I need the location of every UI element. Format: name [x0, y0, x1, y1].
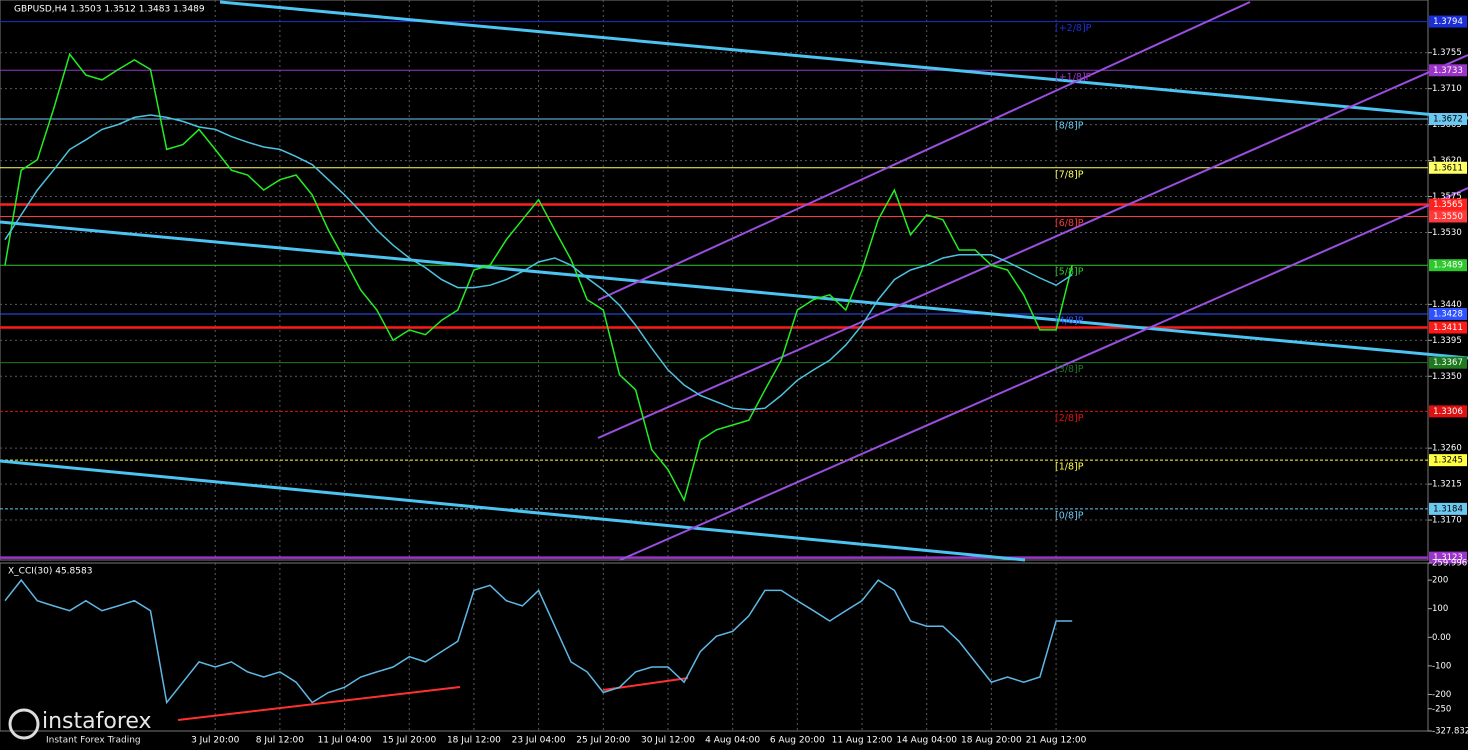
y-tick-label: 1.3395	[1432, 336, 1462, 346]
x-tick-label: 11 Aug 12:00	[832, 736, 893, 746]
level-label-box	[1429, 210, 1467, 223]
series-line	[4, 52, 1073, 503]
y-tick-label: -327.832	[1432, 727, 1468, 737]
trend-line	[219, 0, 1468, 120]
level-label-box	[1429, 198, 1467, 211]
level-label-box	[1429, 113, 1467, 126]
series-line	[4, 578, 1073, 705]
y-tick-label: -250	[1432, 704, 1451, 714]
trend-line	[0, 220, 1468, 360]
level-label: 1.3550	[1433, 212, 1463, 222]
divergence-line	[177, 686, 461, 721]
y-tick-label: 1.3260	[1432, 444, 1462, 454]
level-tag: [1/8]P	[1055, 462, 1084, 473]
level-tag: [7/8]P	[1055, 169, 1084, 180]
level-label: 1.3489	[1433, 261, 1463, 271]
trend-lines	[0, 0, 1468, 721]
brand-slogan: Instant Forex Trading	[46, 736, 141, 746]
level-label: 1.3428	[1433, 309, 1463, 319]
y-tick-label: 0.00	[1432, 633, 1451, 643]
y-tick-label: 1.3575	[1432, 192, 1462, 202]
level-label-box	[1429, 405, 1467, 418]
y-tick-label: 1.3665	[1432, 120, 1462, 130]
level-label: 1.3411	[1433, 323, 1463, 333]
level-tag: [+1/8]P	[1055, 72, 1092, 83]
trend-line	[0, 459, 1026, 562]
level-tag: [+2/8]P	[1055, 23, 1092, 34]
main-panel	[0, 0, 1429, 561]
level-tag: [0/8]P	[1055, 510, 1084, 521]
level-label: 1.3306	[1433, 407, 1463, 417]
level-label: 1.3123	[1433, 553, 1463, 563]
level-label: 1.3245	[1433, 456, 1463, 466]
y-tick-label: 259.9969	[1432, 559, 1468, 569]
level-tag: [6/8]P	[1055, 218, 1084, 229]
level-tag: [8/8]P	[1055, 121, 1084, 132]
logo: instaforex Instant Forex Trading	[8, 708, 152, 746]
series-line	[4, 114, 1073, 411]
brand-name: instaforex	[42, 709, 152, 734]
logo-icon	[8, 708, 40, 740]
x-tick-label: 6 Aug 20:00	[770, 736, 825, 746]
level-tag: [4/8]P	[1055, 315, 1084, 326]
x-tick-label: 25 Jul 20:00	[576, 736, 630, 746]
channel-line	[597, 1, 1251, 301]
level-label-box	[1429, 15, 1467, 28]
level-label-box	[1429, 307, 1467, 320]
y-tick-label: 200	[1432, 576, 1448, 586]
y-tick-label: 1.3530	[1432, 228, 1462, 238]
y-tick-label: 100	[1432, 604, 1448, 614]
level-label-box	[1429, 259, 1467, 272]
level-label: 1.3184	[1433, 504, 1463, 514]
x-tick-label: 14 Aug 04:00	[896, 736, 957, 746]
level-tag: [2/8]P	[1055, 413, 1084, 424]
channel-line	[597, 54, 1468, 439]
level-label: 1.3565	[1433, 200, 1463, 210]
level-tag: [5/8]P	[1055, 267, 1084, 278]
y-tick-label: 1.3440	[1432, 300, 1462, 310]
indicator-title: X_CCI(30) 45.8583	[8, 567, 92, 577]
level-tag: [3/8]P	[1055, 364, 1084, 375]
x-tick-label: 30 Jul 12:00	[641, 736, 695, 746]
level-label-box	[1429, 454, 1467, 467]
level-label-box	[1429, 321, 1467, 334]
x-tick-label: 8 Jul 12:00	[256, 736, 305, 746]
level-label-box	[1429, 551, 1467, 564]
x-tick-label: 21 Aug 12:00	[1026, 736, 1087, 746]
level-label-box	[1429, 502, 1467, 515]
y-tick-label: 1.3710	[1432, 84, 1462, 94]
level-label: 1.3611	[1433, 163, 1463, 173]
x-tick-label: 23 Jul 04:00	[512, 736, 566, 746]
y-tick-label: 1.3215	[1432, 480, 1462, 490]
level-label: 1.3367	[1433, 358, 1463, 368]
y-tick-label: -200	[1432, 690, 1451, 700]
y-tick-label: 1.3170	[1432, 516, 1462, 526]
x-tick-label: 11 Jul 04:00	[318, 736, 372, 746]
y-tick-label: -100	[1432, 661, 1451, 671]
channel-line	[619, 187, 1468, 561]
x-tick-label: 18 Aug 20:00	[961, 736, 1022, 746]
level-label: 1.3672	[1433, 115, 1463, 125]
chart-title: GBPUSD,H4 1.3503 1.3512 1.3483 1.3489	[14, 5, 205, 15]
x-tick-label: 18 Jul 12:00	[447, 736, 501, 746]
level-label-box	[1429, 356, 1467, 369]
cci-panel	[0, 562, 1429, 732]
level-label: 1.3794	[1433, 17, 1463, 27]
x-tick-label: 3 Jul 20:00	[191, 736, 240, 746]
y-tick-label: 1.3755	[1432, 48, 1462, 58]
level-label: 1.3733	[1433, 66, 1463, 76]
y-tick-label: 1.3350	[1432, 372, 1462, 382]
level-label-box	[1429, 161, 1467, 174]
level-label-box	[1429, 64, 1467, 77]
x-tick-label: 4 Aug 04:00	[705, 736, 760, 746]
y-tick-label: 1.3620	[1432, 156, 1462, 166]
x-tick-label: 15 Jul 20:00	[382, 736, 436, 746]
